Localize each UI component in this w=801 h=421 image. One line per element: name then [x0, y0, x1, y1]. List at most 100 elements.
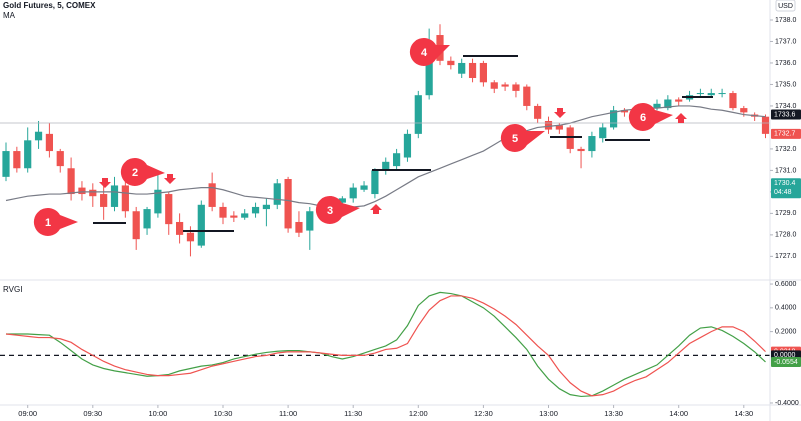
- candle-body: [100, 194, 108, 207]
- x-tick-label: 09:30: [83, 409, 102, 418]
- series-line: [5, 295, 766, 397]
- price-badge-label: 1732.7: [774, 131, 796, 138]
- candle-body: [78, 187, 86, 195]
- candle-body: [382, 161, 390, 171]
- x-tick-label: 09:00: [18, 409, 37, 418]
- candle-body: [89, 189, 97, 197]
- candle-body: [371, 170, 379, 195]
- x-tick-label: 10:30: [214, 409, 233, 418]
- callout-label: 4: [421, 47, 428, 59]
- candle-body: [262, 204, 270, 210]
- callout-label: 5: [512, 133, 518, 145]
- price-badge: [771, 128, 801, 139]
- up-arrow: [370, 204, 382, 214]
- candle-body: [186, 232, 195, 242]
- price-badge-label: 1730.4: [774, 180, 796, 187]
- candle-body: [599, 127, 607, 139]
- price-badge: [771, 356, 801, 367]
- callout-shape: [500, 123, 545, 152]
- candle-body: [761, 116, 770, 134]
- signal-arrows: [99, 108, 687, 214]
- candle-body: [414, 95, 422, 134]
- y-tick-label: 0.2000: [775, 328, 797, 335]
- y-tick-label: 0.4000: [775, 305, 797, 312]
- candle-body: [707, 93, 715, 96]
- candle-body: [13, 151, 21, 169]
- price-badge-sublabel: 04:48: [774, 189, 792, 196]
- candle-body: [501, 84, 509, 87]
- candle-body: [2, 151, 10, 177]
- x-tick-label: 11:00: [279, 409, 297, 418]
- candle-body: [577, 148, 585, 152]
- currency-label: USD: [778, 3, 793, 10]
- x-tick-label: 12:30: [474, 409, 493, 418]
- candle-body: [338, 198, 346, 203]
- candle-body: [121, 185, 129, 212]
- callout-shape: [33, 207, 78, 236]
- y-tick-label: 1732.0: [775, 146, 797, 153]
- candle-body: [534, 105, 542, 119]
- candle-body: [230, 215, 238, 218]
- y-tick-label: 1738.0: [775, 17, 797, 24]
- candle-body: [620, 110, 629, 113]
- candle-body: [555, 125, 563, 130]
- candle-body: [512, 84, 520, 91]
- candle-body: [664, 99, 672, 109]
- candle-body: [208, 183, 216, 207]
- candle-body: [566, 127, 574, 149]
- price-badge-label: 1733.6: [774, 111, 796, 118]
- x-tick-label: 13:00: [539, 409, 558, 418]
- callout-label: 1: [45, 217, 51, 229]
- candle-body: [241, 213, 249, 218]
- candle-body: [284, 179, 292, 229]
- candle-body: [610, 110, 618, 128]
- candle-body: [653, 103, 661, 109]
- x-tick-label: 12:00: [409, 409, 428, 418]
- candle-body: [176, 221, 184, 235]
- currency-box: [775, 0, 796, 12]
- down-arrow: [164, 174, 176, 184]
- candle-body: [67, 168, 75, 195]
- candle-body: [479, 62, 487, 83]
- legend-label: MA: [3, 11, 16, 20]
- down-arrow: [99, 178, 111, 188]
- x-tick-label: 10:00: [149, 409, 168, 418]
- candle-body: [132, 211, 140, 240]
- candle-body: [740, 108, 748, 113]
- candle-body: [403, 133, 412, 158]
- candle-body: [523, 86, 531, 106]
- candle-body: [154, 189, 162, 214]
- y-tick-label: -0.4000: [775, 400, 799, 407]
- y-tick-label: 1737.0: [775, 38, 797, 45]
- x-tick-label: 14:30: [734, 409, 753, 418]
- candle-body: [393, 153, 401, 167]
- candle-body: [360, 185, 368, 190]
- candle-body: [588, 136, 596, 152]
- y-tick-label: 1727.0: [775, 253, 797, 260]
- candle-body: [24, 140, 32, 169]
- callout-shape: [120, 157, 165, 186]
- callout-label: 2: [132, 167, 138, 179]
- candle-body: [696, 93, 704, 95]
- candle-body: [45, 133, 53, 152]
- up-arrow: [675, 113, 687, 123]
- down-arrow: [554, 108, 566, 118]
- candle-body: [490, 82, 498, 89]
- callout: 4: [409, 37, 450, 66]
- y-tick-label: 1731.0: [775, 167, 797, 174]
- callout: 2: [120, 157, 165, 186]
- candle-body: [468, 62, 477, 79]
- price-badge: [771, 178, 801, 199]
- callouts: 1 2 3 4 5 6: [33, 37, 673, 236]
- candle-body: [675, 99, 683, 102]
- callout-shape: [628, 102, 673, 131]
- candle-body: [458, 62, 466, 74]
- chart-title: Gold Futures, 5, COMEX: [3, 1, 96, 10]
- candle-body: [544, 120, 553, 130]
- y-tick-label: 0.6000: [775, 281, 797, 288]
- y-tick-label: 1735.0: [775, 81, 797, 88]
- candle-body: [425, 54, 433, 96]
- y-tick-label: 1734.0: [775, 103, 797, 110]
- candle-body: [34, 131, 43, 141]
